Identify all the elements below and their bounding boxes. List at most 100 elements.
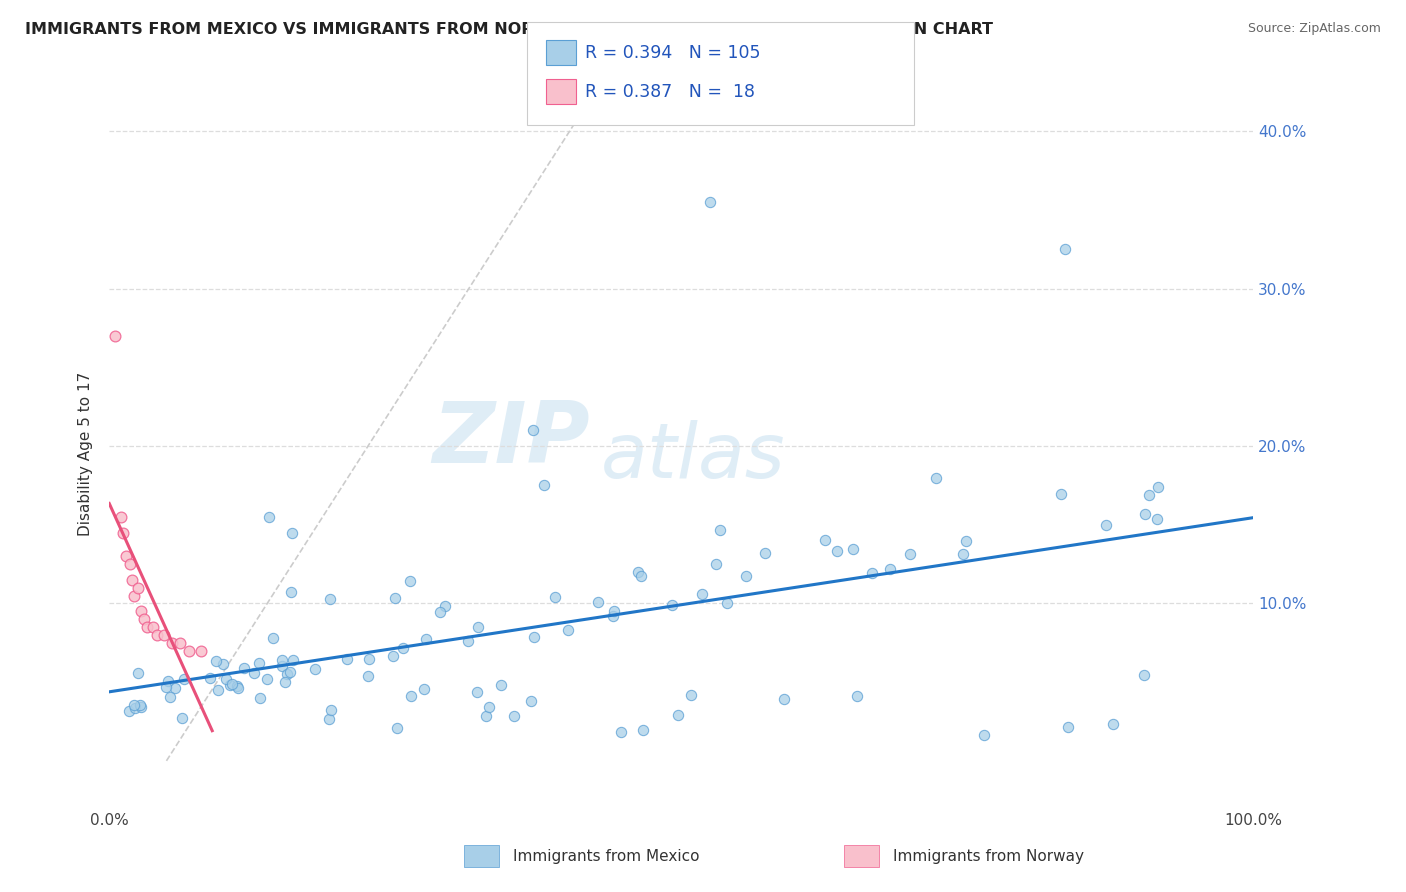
Point <box>118 704 141 718</box>
Point <box>169 636 191 650</box>
Point <box>522 630 544 644</box>
Point <box>118 557 141 571</box>
Point <box>489 677 512 691</box>
Point <box>602 609 624 624</box>
Point <box>127 665 149 680</box>
Point <box>262 631 284 645</box>
Point <box>1147 480 1170 494</box>
Point <box>1095 517 1118 532</box>
Point <box>1135 507 1157 521</box>
Point <box>304 662 326 676</box>
Point <box>879 562 901 576</box>
Point <box>609 725 631 739</box>
Point <box>602 604 624 618</box>
Point <box>467 620 489 634</box>
Point <box>136 620 159 634</box>
Point <box>179 643 201 657</box>
Point <box>232 661 254 675</box>
Point <box>666 708 689 723</box>
Point <box>142 620 165 634</box>
Point <box>661 598 683 612</box>
Point <box>1050 487 1073 501</box>
Point <box>704 557 727 571</box>
Point <box>626 565 648 579</box>
Point <box>157 673 180 688</box>
Point <box>1102 716 1125 731</box>
Point <box>278 665 301 679</box>
Point <box>318 712 340 726</box>
Point <box>384 591 406 606</box>
Point <box>415 632 437 647</box>
Point <box>146 628 169 642</box>
Point <box>503 709 526 723</box>
Point <box>401 689 423 703</box>
Point <box>813 533 835 547</box>
Point <box>170 711 193 725</box>
Point <box>281 525 304 540</box>
Text: ZIP: ZIP <box>432 398 589 482</box>
Point <box>772 692 794 706</box>
Point <box>533 478 555 492</box>
Point <box>226 679 249 693</box>
Point <box>413 681 436 696</box>
Point <box>270 658 292 673</box>
Point <box>952 547 974 561</box>
Point <box>124 589 146 603</box>
Point <box>1133 668 1156 682</box>
Text: Immigrants from Norway: Immigrants from Norway <box>893 849 1084 863</box>
Point <box>131 700 153 714</box>
Point <box>1053 242 1076 256</box>
Point <box>557 624 579 638</box>
Text: R = 0.394   N = 105: R = 0.394 N = 105 <box>585 44 761 62</box>
Point <box>124 701 146 715</box>
Text: IMMIGRANTS FROM MEXICO VS IMMIGRANTS FROM NORWAY DISABILITY AGE 5 TO 17 CORRELAT: IMMIGRANTS FROM MEXICO VS IMMIGRANTS FRO… <box>25 22 993 37</box>
Point <box>221 677 243 691</box>
Point <box>259 509 281 524</box>
Point <box>204 654 226 668</box>
Point <box>159 690 181 705</box>
Point <box>630 569 652 583</box>
Point <box>111 525 134 540</box>
Point <box>586 595 609 609</box>
Point <box>434 599 457 613</box>
Point <box>681 688 703 702</box>
Point <box>243 666 266 681</box>
Point <box>319 592 342 607</box>
Point <box>129 698 152 712</box>
Point <box>115 549 138 564</box>
Point <box>247 657 270 671</box>
Point <box>276 667 298 681</box>
Point <box>1057 720 1080 734</box>
Point <box>860 566 883 581</box>
Point <box>631 723 654 737</box>
Point <box>357 669 380 683</box>
Point <box>132 612 155 626</box>
Point <box>110 509 132 524</box>
Point <box>709 524 731 538</box>
Point <box>692 587 714 601</box>
Point <box>336 652 359 666</box>
Text: R = 0.387   N =  18: R = 0.387 N = 18 <box>585 83 755 101</box>
Point <box>155 680 177 694</box>
Point <box>955 534 977 549</box>
Point <box>465 685 488 699</box>
Point <box>842 542 865 557</box>
Point <box>846 689 869 703</box>
Point <box>127 581 149 595</box>
Point <box>457 634 479 648</box>
Point <box>898 547 921 561</box>
Point <box>699 195 721 210</box>
Point <box>207 683 229 698</box>
Text: atlas: atlas <box>602 420 786 494</box>
Point <box>1146 511 1168 525</box>
Point <box>249 690 271 705</box>
Point <box>219 677 242 691</box>
Point <box>173 673 195 687</box>
Point <box>1137 488 1160 502</box>
Point <box>319 703 342 717</box>
Point <box>163 681 186 696</box>
Point <box>520 694 543 708</box>
Point <box>274 675 297 690</box>
Point <box>256 673 278 687</box>
Point <box>283 653 305 667</box>
